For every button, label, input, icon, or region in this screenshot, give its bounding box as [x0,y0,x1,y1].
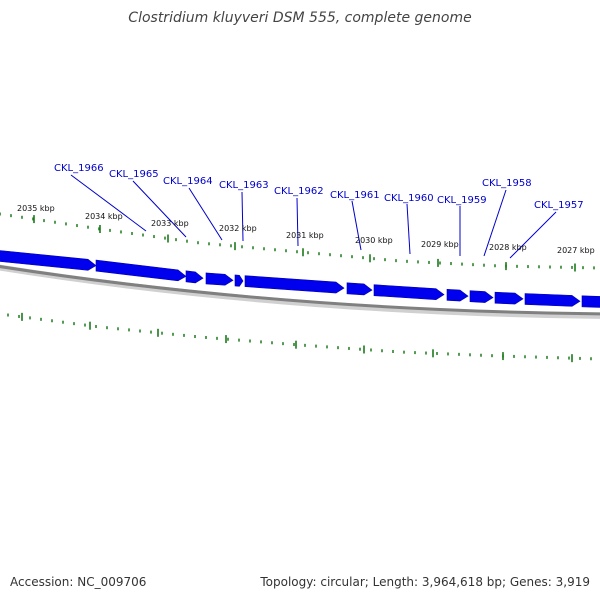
gene-arrow [185,270,204,284]
gene-arrow [524,293,581,307]
gene-labels: CKL_1966 CKL_1965 CKL_1964 CKL_1963 CKL_1962… [54,163,584,211]
inner-tick-track [7,312,592,363]
gene-leader-line [70,174,147,232]
kbp-tick-label: 2031 kbp [286,231,324,240]
gene-leader-line [483,189,507,257]
gene-arrow [469,290,494,303]
gene-track [0,250,600,308]
gene-arrow [494,291,524,305]
gene-arrow [244,275,345,294]
kbp-tick-label: 2030 kbp [355,236,393,245]
gene-label: CKL_1958 [482,178,532,189]
gene-label: CKL_1959 [437,195,487,206]
gene-arrow [205,272,234,286]
gene-label: CKL_1966 [54,163,104,174]
gene-arrow [581,295,600,308]
genome-summary-text: Topology: circular; Length: 3,964,618 bp… [260,575,590,589]
kbp-tick-label: 2028 kbp [489,243,527,252]
kbp-tick-label: 2033 kbp [151,219,189,228]
gene-leader-line [241,191,244,242]
gene-leader-line [406,203,411,255]
backbone-shadow [0,264,600,319]
kbp-tick-labels: 2035 kbp 2034 kbp 2033 kbp 2032 kbp 2031 kbp… [17,204,595,255]
gene-label: CKL_1964 [163,176,213,187]
gene-leader-line [509,211,557,259]
gene-arrow [373,284,445,300]
gene-leader-line [132,180,187,238]
accession-text: Accession: NC_009706 [10,575,147,589]
gene-label-leaders [70,174,557,259]
gene-label: CKL_1957 [534,200,584,211]
gene-arrow [0,250,97,271]
gene-label: CKL_1963 [219,180,269,191]
kbp-tick-label: 2027 kbp [557,246,595,255]
gene-label: CKL_1961 [330,190,380,201]
kbp-tick-label: 2035 kbp [17,204,55,213]
kbp-tick-label: 2032 kbp [219,224,257,233]
gene-leader-line [351,200,362,251]
genome-title: Clostridium kluyveri DSM 555, complete g… [128,10,472,26]
gene-label: CKL_1962 [274,186,324,197]
gene-label: CKL_1960 [384,193,434,204]
gene-leader-line [188,187,223,241]
kbp-tick-label: 2029 kbp [421,240,459,249]
kbp-tick-label: 2034 kbp [85,212,123,221]
gene-arrow [346,282,373,296]
gene-arrow [234,274,244,287]
genome-backbone [0,265,600,316]
gene-label: CKL_1965 [109,169,159,180]
outer-tick-track [0,212,595,272]
gene-leader-line [296,197,299,247]
gene-arrow [95,259,187,282]
gene-arrow [446,289,469,302]
